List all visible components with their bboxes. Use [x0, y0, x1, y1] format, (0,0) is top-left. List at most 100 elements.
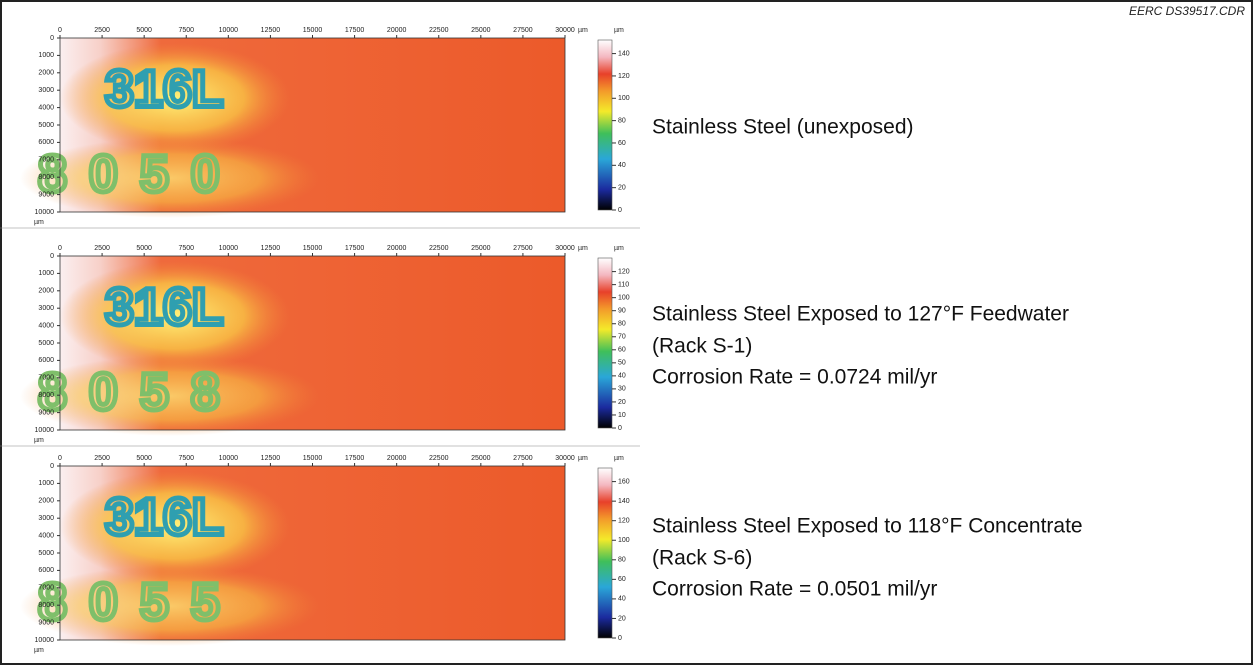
colorbar-tick-label: 140	[618, 498, 630, 505]
engraving: 316L	[105, 61, 224, 119]
y-tick-label: 8000	[38, 602, 54, 609]
x-tick-label: 15000	[303, 245, 323, 252]
x-tick-label: 10000	[219, 27, 239, 34]
x-tick-label: 25000	[471, 27, 491, 34]
colorbar-tick-label: 50	[618, 360, 626, 367]
colorbar-tick-label: 60	[618, 576, 626, 583]
x-tick-label: 30000	[555, 245, 575, 252]
x-tick-label: 17500	[345, 245, 365, 252]
colorbar-tick-label: 0	[618, 425, 622, 432]
caption: Stainless Steel Exposed to 127°F Feedwat…	[652, 303, 1069, 326]
colorbar-tick-label: 20	[618, 399, 626, 406]
x-tick-label: 22500	[429, 455, 449, 462]
x-unit: µm	[578, 455, 588, 462]
y-tick-label: 1000	[38, 270, 54, 277]
figure: EERC DS39517.CDR 316L8050025005000750010…	[0, 0, 1253, 665]
colorbar	[598, 40, 612, 210]
caption: (Rack S-1)	[652, 335, 752, 358]
caption: Stainless Steel Exposed to 118°F Concent…	[652, 515, 1083, 538]
x-tick-label: 12500	[261, 455, 281, 462]
y-tick-label: 2000	[38, 70, 54, 77]
y-tick-label: 3000	[38, 515, 54, 522]
colorbar-tick-label: 110	[618, 281, 629, 288]
colorbar-tick-label: 80	[618, 117, 626, 124]
y-tick-label: 7000	[38, 157, 54, 164]
colorbar-tick-label: 40	[618, 373, 626, 380]
colorbar-tick-label: 100	[618, 95, 630, 102]
x-tick-label: 25000	[471, 245, 491, 252]
x-tick-label: 27500	[513, 455, 533, 462]
x-tick-label: 10000	[219, 245, 239, 252]
y-tick-label: 7000	[38, 585, 54, 592]
colorbar-tick-label: 20	[618, 185, 626, 192]
y-unit: µm	[34, 219, 44, 226]
x-tick-label: 22500	[429, 245, 449, 252]
y-tick-label: 0	[50, 35, 54, 42]
y-tick-label: 5000	[38, 122, 54, 129]
engraving: 8055	[38, 574, 242, 632]
colorbar-tick-label: 120	[618, 73, 630, 80]
file-code: EERC DS39517.CDR	[1129, 4, 1245, 18]
x-tick-label: 30000	[555, 455, 575, 462]
colorbar-tick-label: 100	[618, 295, 630, 302]
x-tick-label: 7500	[178, 455, 194, 462]
x-tick-label: 12500	[261, 27, 281, 34]
colorbar-tick-label: 80	[618, 321, 626, 328]
y-unit: µm	[34, 437, 44, 444]
x-tick-label: 20000	[387, 245, 407, 252]
x-tick-label: 2500	[94, 455, 110, 462]
x-tick-label: 7500	[178, 27, 194, 34]
x-tick-label: 5000	[136, 27, 152, 34]
colorbar-unit: µm	[614, 27, 624, 34]
colorbar-tick-label: 30	[618, 386, 626, 393]
y-tick-label: 9000	[38, 619, 54, 626]
y-tick-label: 0	[50, 253, 54, 260]
colorbar-tick-label: 70	[618, 334, 626, 341]
x-tick-label: 0	[58, 27, 62, 34]
x-tick-label: 30000	[555, 27, 575, 34]
engraving: 316L	[105, 489, 224, 547]
y-tick-label: 4000	[38, 532, 54, 539]
x-tick-label: 10000	[219, 455, 239, 462]
x-tick-label: 12500	[261, 245, 281, 252]
x-tick-label: 17500	[345, 455, 365, 462]
y-tick-label: 1000	[38, 480, 54, 487]
colorbar-tick-label: 10	[618, 412, 626, 419]
x-unit: µm	[578, 27, 588, 34]
y-tick-label: 6000	[38, 139, 54, 146]
colorbar-tick-label: 100	[618, 537, 630, 544]
x-tick-label: 17500	[345, 27, 365, 34]
x-tick-label: 15000	[303, 455, 323, 462]
x-tick-label: 25000	[471, 455, 491, 462]
engraving: 8050	[38, 146, 242, 204]
colorbar-tick-label: 20	[618, 615, 626, 622]
y-tick-label: 7000	[38, 375, 54, 382]
caption: Corrosion Rate = 0.0501 mil/yr	[652, 578, 937, 601]
colorbar-unit: µm	[614, 245, 624, 252]
y-tick-label: 6000	[38, 357, 54, 364]
y-tick-label: 2000	[38, 288, 54, 295]
caption: Corrosion Rate = 0.0724 mil/yr	[652, 366, 937, 389]
colorbar-tick-label: 120	[618, 518, 630, 525]
figure-canvas: EERC DS39517.CDR 316L8050025005000750010…	[0, 0, 1253, 665]
caption: Stainless Steel (unexposed)	[652, 116, 914, 139]
y-tick-label: 2000	[38, 498, 54, 505]
caption: (Rack S-6)	[652, 547, 752, 570]
engraving: 316L	[105, 279, 224, 337]
colorbar-tick-label: 80	[618, 557, 626, 564]
colorbar-tick-label: 0	[618, 207, 622, 214]
x-tick-label: 27500	[513, 245, 533, 252]
x-unit: µm	[578, 245, 588, 252]
x-tick-label: 20000	[387, 455, 407, 462]
y-tick-label: 4000	[38, 104, 54, 111]
colorbar-tick-label: 90	[618, 308, 626, 315]
x-tick-label: 15000	[303, 27, 323, 34]
y-tick-label: 1000	[38, 52, 54, 59]
engraving: 8058	[38, 364, 242, 422]
x-tick-label: 0	[58, 455, 62, 462]
colorbar-tick-label: 40	[618, 162, 626, 169]
colorbar-tick-label: 60	[618, 140, 626, 147]
y-tick-label: 5000	[38, 340, 54, 347]
y-tick-label: 3000	[38, 305, 54, 312]
colorbar	[598, 258, 612, 428]
